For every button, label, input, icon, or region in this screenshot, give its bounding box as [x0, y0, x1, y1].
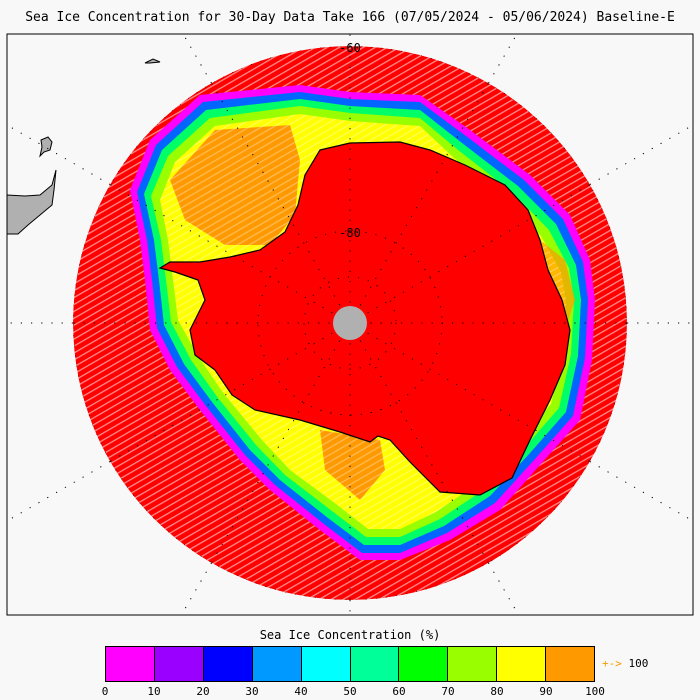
pole-hole — [333, 306, 367, 340]
overflow-label: +-> 100 — [602, 657, 648, 670]
lat-label-80: -80 — [339, 226, 361, 240]
colorbar-tick-label: 60 — [392, 685, 406, 698]
lat-label-60: -60 — [339, 41, 361, 55]
colorbar-tick-label: 40 — [294, 685, 308, 698]
colorbar-segment — [153, 647, 203, 681]
colorbar-tick-label: 70 — [441, 685, 455, 698]
colorbar — [105, 646, 595, 682]
colorbar-segment — [349, 647, 399, 681]
colorbar-tick-label: 10 — [147, 685, 161, 698]
colorbar-tick-label: 50 — [343, 685, 357, 698]
colorbar-segment — [496, 647, 546, 681]
colorbar-tick-label: 80 — [490, 685, 504, 698]
overflow-value: 100 — [628, 657, 649, 670]
falkland-island — [39, 136, 53, 158]
map-title: Sea Ice Concentration for 30-Day Data Ta… — [25, 10, 675, 25]
colorbar-tick-label: 30 — [245, 685, 259, 698]
colorbar-tick-label: 0 — [101, 685, 109, 698]
colorbar-segment — [202, 647, 252, 681]
south-georgia-island — [144, 58, 161, 64]
colorbar-tick-label: 100 — [585, 685, 605, 698]
colorbar-segment — [106, 647, 154, 681]
colorbar-segment — [545, 647, 595, 681]
colorbar-tick-label: 90 — [539, 685, 553, 698]
colorbar-segment — [447, 647, 497, 681]
colorbar-segment — [398, 647, 448, 681]
colorbar-title: Sea Ice Concentration (%) — [259, 628, 441, 642]
graticule — [73, 46, 627, 600]
south-america-land — [6, 169, 57, 235]
overflow-arrow: +-> — [602, 657, 622, 670]
colorbar-tick-label: 20 — [196, 685, 210, 698]
colorbar-segment — [300, 647, 350, 681]
colorbar-segment — [251, 647, 301, 681]
